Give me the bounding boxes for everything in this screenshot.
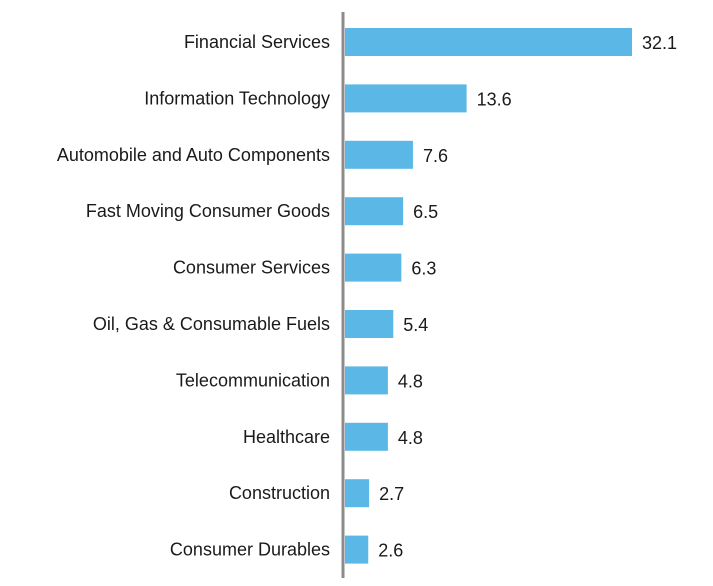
bars (345, 28, 632, 564)
data-label: 2.7 (379, 484, 404, 504)
category-label: Construction (229, 483, 330, 503)
bar (345, 479, 370, 508)
category-label: Consumer Services (173, 258, 330, 278)
data-label: 4.8 (398, 428, 423, 448)
bar (345, 140, 413, 169)
category-labels: Financial Services Information Technology… (57, 32, 330, 560)
bar (345, 422, 388, 451)
bar (345, 310, 394, 338)
bar (345, 366, 388, 395)
data-label: 2.6 (378, 541, 403, 561)
data-label: 5.4 (403, 315, 428, 335)
category-label: Healthcare (243, 427, 330, 447)
category-label: Information Technology (144, 88, 330, 108)
category-label: Fast Moving Consumer Goods (86, 201, 330, 221)
category-label: Consumer Durables (170, 540, 330, 560)
value-labels: 32.1 13.6 7.6 6.5 6.3 5.4 4.8 4.8 2.7 2.6 (378, 33, 677, 561)
bar (345, 253, 402, 282)
category-label: Telecommunication (176, 370, 330, 390)
data-label: 13.6 (477, 89, 512, 109)
category-label: Oil, Gas & Consumable Fuels (93, 314, 330, 334)
data-label: 4.8 (398, 371, 423, 391)
bar (345, 197, 404, 226)
data-label: 32.1 (642, 33, 677, 53)
data-label: 7.6 (423, 146, 448, 166)
data-label: 6.5 (413, 202, 438, 222)
bar (345, 535, 369, 564)
bar (345, 28, 632, 56)
category-label: Automobile and Auto Components (57, 145, 330, 165)
bar (345, 84, 467, 113)
data-label: 6.3 (411, 259, 436, 279)
category-label: Financial Services (184, 32, 330, 52)
